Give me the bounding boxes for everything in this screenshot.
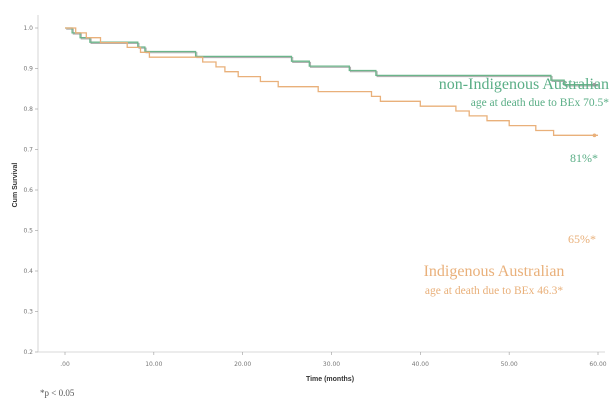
y-ticks: 0.2 0.3 0.4 0.5 0.6 0.7 0.8 0.9 1.0 [23, 25, 38, 356]
y-tick-label: 0.4 [23, 268, 33, 275]
x-tick-label: 40.00 [412, 361, 429, 368]
censor-mark [592, 82, 597, 87]
x-tick-label: 10.00 [145, 361, 162, 368]
series-line-0 [65, 27, 598, 86]
y-tick-label: 0.6 [23, 187, 33, 194]
y-tick-label: 0.8 [23, 106, 33, 113]
indigenous-label-line1: Indigenous Australian [424, 263, 565, 280]
x-tick-label: 50.00 [501, 361, 518, 368]
y-tick-label: 0.9 [23, 66, 33, 73]
indigenous-label-line2: age at death due to BEx 46.3* [425, 285, 564, 297]
indigenous-end-label: 65%* [568, 232, 596, 246]
non-indigenous-label-line2: age at death due to BEx 70.5* [471, 97, 610, 109]
series-line-shadow [66, 28, 600, 87]
series-line-1 [65, 27, 598, 136]
plot-frame [37, 15, 605, 353]
x-axis-title: Time (months) [306, 376, 354, 383]
censor-mark [592, 133, 597, 138]
x-tick-label: 60.00 [589, 361, 606, 368]
x-tick-label: 20.00 [234, 361, 251, 368]
y-tick-label: 1.0 [23, 25, 33, 32]
non-indigenous-end-label: 81%* [570, 151, 598, 165]
x-tick-label: 30.00 [323, 361, 340, 368]
y-tick-label: 0.2 [23, 349, 33, 356]
y-tick-label: 0.7 [23, 147, 33, 154]
footnote: *p < 0.05 [40, 388, 75, 398]
series-layer [65, 27, 600, 138]
x-ticks: .00 10.00 20.00 30.00 40.00 50.00 60.00 [60, 352, 607, 368]
x-tick-label: .00 [60, 361, 70, 368]
y-axis-title: Cum Survival [12, 163, 19, 208]
non-indigenous-label-line1: non-Indigenous Australian [439, 76, 609, 93]
y-tick-label: 0.3 [23, 309, 33, 316]
y-tick-label: 0.5 [23, 228, 33, 235]
